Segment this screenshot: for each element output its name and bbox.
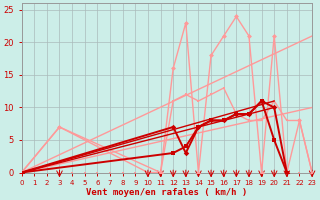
X-axis label: Vent moyen/en rafales ( km/h ): Vent moyen/en rafales ( km/h ) (86, 188, 247, 197)
